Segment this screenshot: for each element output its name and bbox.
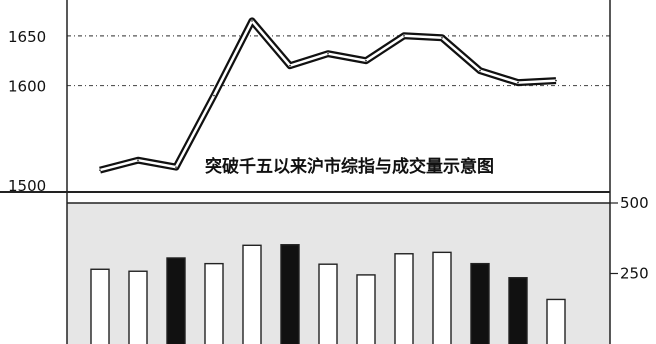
- volume-bar: [166, 257, 186, 344]
- index-point: [517, 81, 519, 84]
- index-point: [175, 166, 177, 168]
- index-point: [555, 79, 557, 82]
- volume-bar: [204, 262, 224, 344]
- price-tick-label: 1500: [8, 177, 46, 195]
- volume-bar: [90, 268, 110, 344]
- index-point: [137, 159, 139, 161]
- price-tick-label: 1650: [8, 28, 46, 46]
- volume-bar: [242, 244, 262, 344]
- index-point: [441, 37, 443, 39]
- chart-title: 突破千五以来沪市综指与成交量示意图: [205, 156, 494, 177]
- volume-bar: [546, 298, 566, 344]
- index-point: [479, 69, 481, 72]
- volume-panel-background: [67, 203, 610, 344]
- volume-bar: [432, 251, 452, 344]
- index-point: [251, 20, 253, 22]
- volume-bar: [356, 274, 376, 344]
- index-point: [365, 59, 367, 62]
- volume-bar: [394, 253, 414, 344]
- index-point: [403, 35, 405, 37]
- index-point: [213, 94, 215, 97]
- volume-bar: [128, 270, 148, 344]
- index-point: [289, 64, 291, 67]
- volume-tick-label: 500: [620, 194, 649, 212]
- index-point: [99, 169, 101, 171]
- index-point: [327, 52, 329, 55]
- price-tick-label: 1600: [8, 78, 46, 96]
- volume-bar: [508, 277, 528, 344]
- volume-bar: [318, 263, 338, 344]
- volume-tick-label: 250: [620, 265, 649, 283]
- volume-bar: [470, 262, 490, 344]
- volume-bar: [280, 244, 300, 344]
